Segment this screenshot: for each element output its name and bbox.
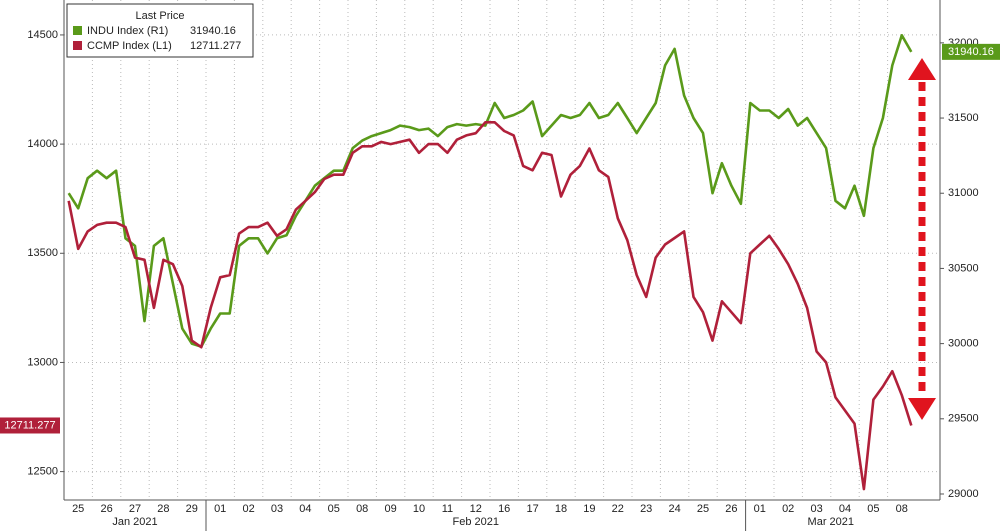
y2-tick-label: 30000 <box>948 338 979 350</box>
legend-swatch <box>73 41 82 50</box>
x-tick-label: 03 <box>271 503 283 515</box>
series-line <box>67 33 913 348</box>
legend-title: Last Price <box>136 10 185 22</box>
y2-tick-label: 29500 <box>948 413 979 425</box>
x-tick-label: 27 <box>129 503 141 515</box>
x-tick-label: 05 <box>867 503 879 515</box>
last-value-tag <box>942 43 1000 60</box>
y2-tick-label: 29000 <box>948 488 979 500</box>
x-tick-label: 02 <box>242 503 254 515</box>
legend: Last Price INDU Index (R1) 31940.16 CCMP… <box>66 3 254 58</box>
x-tick-label: 11 <box>442 503 453 515</box>
x-tick-label: 26 <box>725 503 737 515</box>
y2-tick-label: 31000 <box>948 187 979 199</box>
x-tick-label: 01 <box>214 503 226 515</box>
x-tick-label: 18 <box>555 503 567 515</box>
x-tick-label: 29 <box>186 503 198 515</box>
x-tick-label: 19 <box>583 503 595 515</box>
x-tick-label: 08 <box>896 503 908 515</box>
x-tick-label: 01 <box>754 503 766 515</box>
legend-value: 31940.16 <box>190 25 236 37</box>
series-line <box>67 121 913 491</box>
y-tick-label: 13500 <box>27 247 58 259</box>
month-label: Feb 2021 <box>453 516 499 528</box>
last-value-tag <box>0 417 60 434</box>
legend-box <box>66 3 254 58</box>
arrow-head-down <box>908 398 936 420</box>
month-label: Jan 2021 <box>112 516 157 528</box>
x-tick-label: 08 <box>356 503 368 515</box>
grid <box>63 0 940 500</box>
legend-value: 12711.277 <box>190 40 241 52</box>
x-tick-label: 25 <box>72 503 84 515</box>
legend-label: CCMP Index (L1) <box>87 40 172 52</box>
x-tick-label: 24 <box>668 503 680 515</box>
x-tick-label: 26 <box>100 503 112 515</box>
x-tick-label: 10 <box>413 503 425 515</box>
x-tick-label: 09 <box>384 503 396 515</box>
y2-tick-label: 30500 <box>948 262 979 274</box>
y-tick-label: 12500 <box>27 466 58 478</box>
x-tick-label: 05 <box>328 503 340 515</box>
y-tick-label: 13000 <box>27 356 58 368</box>
x-tick-label: 04 <box>839 503 851 515</box>
x-tick-label: 25 <box>697 503 709 515</box>
y-tick-label: 14000 <box>27 138 58 150</box>
x-tick-label: 12 <box>470 503 482 515</box>
x-tick-label: 03 <box>810 503 822 515</box>
x-tick-label: 23 <box>640 503 652 515</box>
x-tick-label: 02 <box>782 503 794 515</box>
legend-label: INDU Index (R1) <box>87 25 168 37</box>
x-tick-label: 22 <box>612 503 624 515</box>
annotation-arrow <box>908 58 936 420</box>
y2-tick-label: 31500 <box>948 112 979 124</box>
legend-swatch <box>73 26 82 35</box>
last-value-label: 12711.277 <box>4 419 55 431</box>
last-value-label: 31940.16 <box>948 46 994 58</box>
arrow-head-up <box>908 58 936 80</box>
lines <box>67 33 913 491</box>
y-tick-label: 14500 <box>27 29 58 41</box>
x-tick-label: 17 <box>526 503 538 515</box>
month-label: Mar 2021 <box>808 516 854 528</box>
x-tick-label: 28 <box>157 503 169 515</box>
x-tick-label: 16 <box>498 503 510 515</box>
x-tick-label: 04 <box>299 503 311 515</box>
